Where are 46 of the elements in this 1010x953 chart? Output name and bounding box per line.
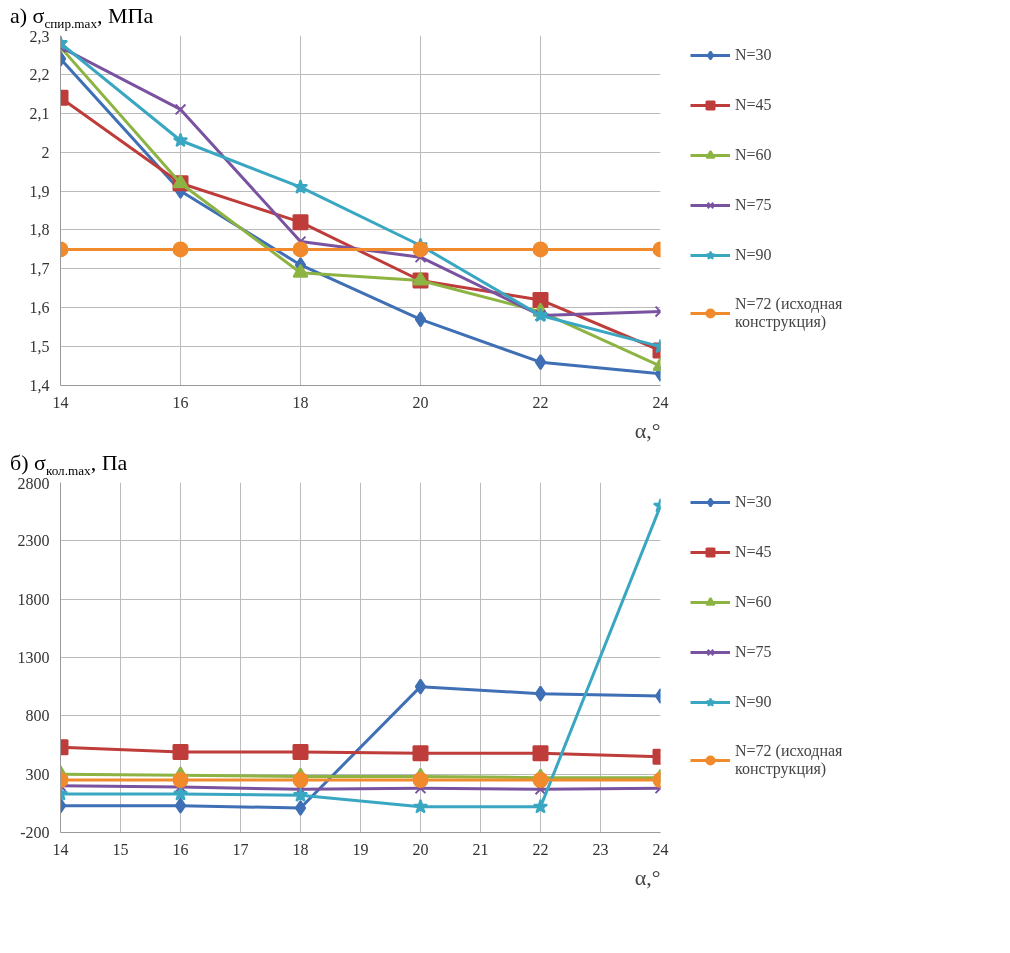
legend-label: N=45	[735, 543, 772, 561]
y-tick-label: 1,6	[29, 299, 50, 317]
legend-label: N=75	[735, 643, 772, 661]
x-tick-label: 14	[52, 393, 69, 411]
y-tick-label: 1,4	[29, 377, 50, 394]
x-tick-label: 15	[112, 840, 129, 858]
x-tick-label: 22	[532, 393, 549, 411]
legend-label: N=30	[735, 493, 772, 511]
legend-label: N=72 (исходная конструкция)	[735, 742, 843, 778]
x-tick-label: 17	[232, 840, 249, 858]
y-tick-label: 1,8	[29, 221, 50, 239]
legend-label: N=90	[735, 246, 772, 264]
x-tick-label: 16	[172, 393, 189, 411]
x-tick-label: 20	[412, 840, 429, 858]
y-tick-label: 1300	[17, 649, 50, 666]
y-tick-label: 1,9	[29, 182, 50, 200]
y-tick-label: -200	[20, 824, 50, 841]
x-tick-label: 18	[292, 840, 309, 858]
y-tick-label: 800	[25, 707, 50, 725]
legend-label: N=75	[735, 196, 772, 214]
y-tick-label: 2,1	[29, 104, 50, 122]
legend-label: N=90	[735, 693, 772, 711]
x-tick-label: 24	[652, 393, 669, 411]
x-axis-title: α,°	[634, 864, 661, 890]
x-tick-label: 16	[172, 840, 189, 858]
x-tick-label: 23	[592, 840, 609, 858]
legend-label: N=60	[735, 593, 772, 611]
y-tick-label: 300	[25, 765, 50, 783]
x-axis-title: α,°	[634, 417, 661, 443]
y-tick-label: 2,2	[29, 65, 50, 83]
legend-label: N=60	[735, 146, 772, 164]
legend-label: N=30	[735, 46, 772, 64]
y-tick-label: 2300	[17, 532, 50, 550]
x-tick-label: 22	[532, 840, 549, 858]
y-tick-label: 1,7	[29, 260, 50, 278]
x-tick-label: 24	[652, 840, 669, 858]
x-tick-label: 20	[412, 393, 429, 411]
x-tick-label: 19	[352, 840, 369, 858]
x-tick-label: 21	[472, 840, 489, 858]
y-tick-label: 1800	[17, 590, 50, 608]
y-tick-label: 1,5	[29, 338, 50, 356]
x-tick-label: 14	[52, 840, 69, 858]
x-tick-label: 18	[292, 393, 309, 411]
legend-label: N=45	[735, 96, 772, 114]
legend-label: N=72 (исходная конструкция)	[735, 295, 843, 331]
y-tick-label: 2	[41, 143, 50, 161]
